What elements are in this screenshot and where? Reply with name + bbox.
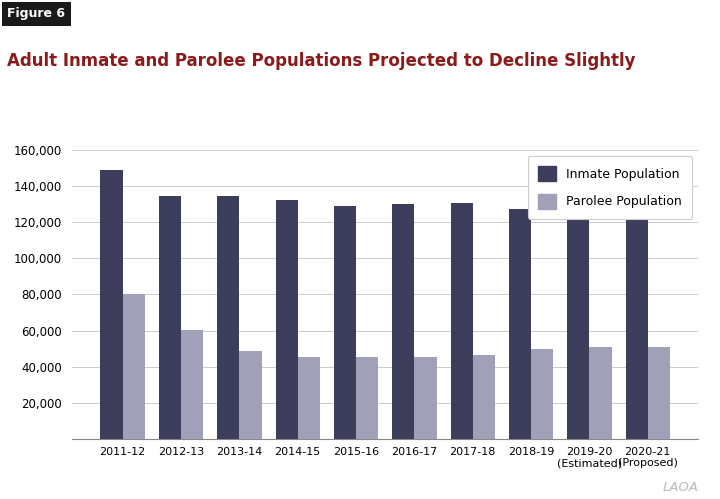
Bar bbox=[181, 330, 203, 439]
Bar bbox=[101, 170, 122, 439]
Text: Figure 6: Figure 6 bbox=[7, 7, 66, 20]
Bar bbox=[122, 294, 145, 439]
Bar bbox=[648, 347, 670, 439]
Bar bbox=[590, 347, 611, 439]
Bar bbox=[334, 206, 356, 439]
Bar bbox=[217, 196, 239, 439]
Bar bbox=[451, 203, 473, 439]
Bar bbox=[626, 215, 648, 439]
Bar bbox=[509, 210, 531, 439]
Text: Adult Inmate and Parolee Populations Projected to Decline Slightly: Adult Inmate and Parolee Populations Pro… bbox=[7, 52, 636, 70]
Bar bbox=[567, 213, 590, 439]
Legend: Inmate Population, Parolee Population: Inmate Population, Parolee Population bbox=[528, 156, 692, 219]
Bar bbox=[297, 357, 320, 439]
Bar bbox=[239, 351, 261, 439]
Bar bbox=[159, 196, 181, 439]
Bar bbox=[392, 204, 415, 439]
Text: LAOA: LAOA bbox=[662, 481, 698, 494]
Bar bbox=[356, 357, 378, 439]
Bar bbox=[415, 357, 436, 439]
Bar bbox=[531, 349, 553, 439]
Bar bbox=[473, 355, 495, 439]
Bar bbox=[276, 201, 297, 439]
